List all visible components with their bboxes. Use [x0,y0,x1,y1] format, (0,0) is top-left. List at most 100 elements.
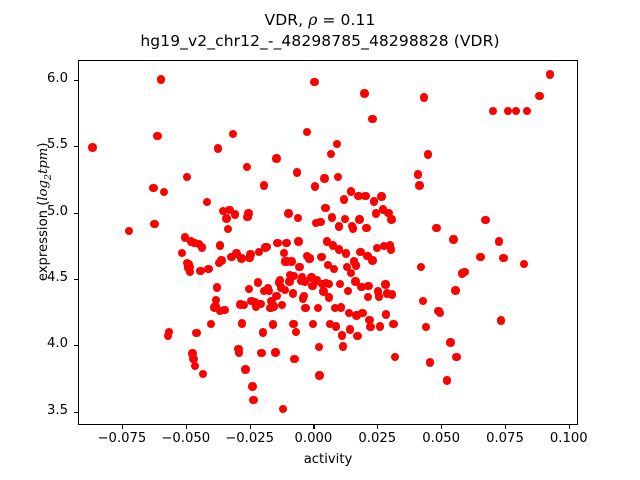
scatter-point [374,292,383,301]
scatter-point [308,281,317,291]
y-axis-tick [74,279,78,281]
scatter-point [323,260,332,269]
scatter-point [364,282,373,291]
scatter-point [258,328,268,337]
scatter-point [289,319,298,328]
x-axis-tick-label: 0.100 [549,431,588,446]
scatter-point [312,276,322,285]
scatter-point [325,319,334,328]
scatter-point [239,301,248,310]
scatter-point [185,267,195,276]
y-axis-tick-label: 6.0 [47,70,68,86]
scatter-point [327,213,336,222]
x-axis-tick [568,425,570,429]
scatter-point [384,208,393,218]
scatter-point [390,352,400,362]
scatter-point [189,354,198,364]
scatter-point [211,295,221,305]
scatter-point [160,187,169,197]
scatter-point [381,280,390,289]
scatter-point [378,205,388,214]
scatter-point [522,106,532,115]
x-axis-tick [313,425,315,429]
scatter-point [215,306,225,315]
scatter-point [248,382,257,391]
scatter-point [280,257,290,266]
scatter-point [246,250,255,259]
ylabel-suffix: ) [36,142,52,148]
scatter-point [332,139,342,149]
scatter-point [365,315,374,325]
scatter-point [203,197,212,207]
scatter-point [443,376,452,385]
scatter-point [198,369,208,379]
scatter-point [368,114,377,123]
scatter-point [149,183,158,193]
x-axis-tick-label: −0.050 [161,431,211,446]
scatter-point [256,299,265,309]
ylabel-log: log [36,180,52,201]
scatter-point [389,319,398,329]
scatter-point [267,297,276,306]
scatter-point [363,292,373,302]
scatter-point [251,297,260,307]
scatter-point [324,293,333,302]
scatter-point [355,215,364,224]
scatter-point [340,215,350,224]
scatter-point [164,327,174,336]
scatter-point [326,149,335,159]
scatter-point [351,277,360,286]
scatter-point [481,215,490,225]
chart-title-line1: VDR, ρ = 0.11 [0,10,640,31]
scatter-point [237,254,246,263]
y-axis-tick [74,79,78,81]
scatter-point [382,289,392,298]
y-axis-tick [74,411,78,413]
scatter-point [271,348,280,357]
scatter-point [519,259,529,269]
scatter-point [381,310,391,319]
scatter-point [188,349,197,358]
ylabel-subscript: 2 [42,173,54,181]
scatter-point [285,277,294,286]
scatter-point [292,168,302,177]
scatter-point [315,371,324,380]
scatter-point [282,238,291,248]
scatter-point [284,209,293,218]
scatter-point [204,264,213,273]
scatter-points-layer [79,61,577,424]
scatter-point [287,257,296,266]
x-axis-tick [441,425,443,429]
scatter-point [259,181,269,190]
scatter-point [300,277,309,286]
scatter-point [212,283,222,292]
scatter-point [322,237,331,246]
scatter-point [302,127,311,137]
scatter-point [307,273,316,282]
scatter-point [206,319,216,328]
scatter-point [262,242,271,252]
scatter-point [460,267,469,277]
scatter-point [211,302,220,311]
scatter-point [269,302,279,311]
scatter-point [190,238,199,247]
scatter-point [124,226,133,236]
scatter-point [446,338,455,347]
scatter-point [476,252,485,261]
scatter-point [289,271,299,280]
scatter-point [88,143,97,152]
scatter-point [335,279,345,288]
scatter-point [435,308,445,318]
scatter-point [190,362,200,371]
x-axis-tick-label: −0.075 [97,431,147,446]
scatter-point [225,205,234,215]
scatter-point [368,256,377,265]
scatter-point [298,273,307,282]
scatter-point [313,303,323,313]
scatter-point [213,144,223,153]
x-axis-tick-label: −0.025 [225,431,274,446]
scatter-point [310,182,320,191]
scatter-point [227,252,236,262]
scatter-point [288,289,297,298]
